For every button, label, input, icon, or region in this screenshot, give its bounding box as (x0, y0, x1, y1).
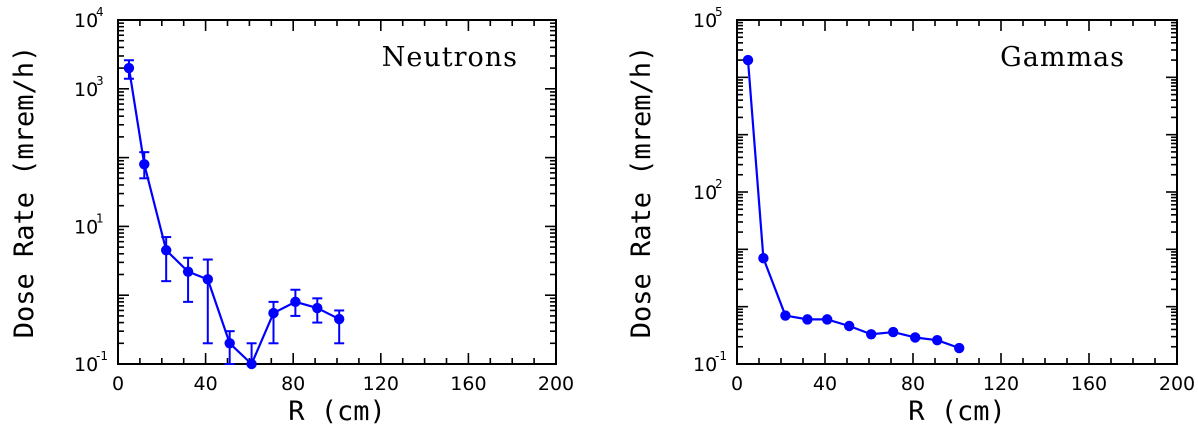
gammas-data-point (802, 314, 813, 325)
neutrons-x-tick-label: 120 (363, 373, 399, 395)
gammas-data-point (888, 326, 899, 338)
gammas-data-point (910, 332, 921, 343)
gammas-x-tick-label: 200 (1159, 373, 1195, 395)
gammas-x-axis-label: R (cm) (908, 396, 1006, 427)
neutrons-y-tick-label-exp: 1 (96, 211, 104, 225)
gammas-y-tick-label-exp: 2 (715, 177, 723, 191)
gammas-y-tick-label-base: 10 (693, 354, 717, 376)
gammas-data-point (866, 329, 877, 340)
neutrons-y-tick-label-exp: 4 (96, 5, 104, 19)
gammas-data-point (954, 342, 965, 354)
neutrons-y-tick-label-exp: 3 (96, 74, 104, 88)
gammas-y-tick-label-base: 10 (693, 182, 717, 204)
gammas-y-tick-label-exp: 5 (715, 5, 723, 19)
neutrons-data-point (224, 338, 235, 349)
neutrons-data-point (202, 274, 213, 285)
neutrons-x-tick-label: 40 (194, 373, 218, 395)
neutrons-data-point (123, 62, 135, 74)
neutrons-x-tick-label: 200 (538, 373, 574, 395)
gammas-title: Gammas (1000, 42, 1125, 73)
neutrons-title: Neutrons (382, 42, 518, 73)
gammas-data-point (780, 310, 791, 321)
gammas-x-tick-label: 160 (1071, 373, 1107, 395)
neutrons-y-tick-label-base: 10 (74, 354, 98, 376)
neutrons-data-point (312, 302, 323, 314)
gammas-x-tick-label: 40 (813, 373, 837, 395)
neutrons-data-point (290, 296, 301, 308)
gammas-x-tick-label: 0 (731, 373, 743, 395)
gammas-data-point (822, 314, 833, 325)
gammas-series-line (746, 59, 960, 350)
neutrons-data-point (182, 266, 194, 277)
gammas-x-tick-label: 120 (983, 373, 1019, 395)
neutrons-series-line (127, 67, 340, 366)
gammas-y-tick-label-exp: -1 (715, 349, 727, 363)
gammas-panel: Gammas R (cm) Dose Rate (mrem/h) 0 40 80 12… (626, 5, 1195, 427)
neutrons-x-tick-label: 160 (450, 373, 486, 395)
gammas-y-tick-label-base: 10 (693, 10, 717, 32)
neutrons-data-point (268, 307, 279, 319)
gammas-data-point (932, 335, 943, 346)
neutrons-data-point (246, 358, 257, 370)
gammas-x-tick-label: 80 (901, 373, 925, 395)
neutrons-x-tick-label: 80 (281, 373, 305, 395)
neutrons-x-tick-label: 0 (112, 373, 124, 395)
gammas-y-axis-label: Dose Rate (mrem/h) (626, 46, 657, 339)
neutrons-x-axis-label: R (cm) (288, 396, 386, 427)
neutrons-data-point (160, 245, 172, 256)
neutrons-y-tick-label-base: 10 (74, 79, 98, 101)
neutrons-y-axis-label: Dose Rate (mrem/h) (9, 46, 40, 339)
neutrons-y-tick-label-base: 10 (74, 216, 98, 238)
neutrons-y-tick-label-base: 10 (74, 10, 98, 32)
neutrons-panel: Neutrons R (cm) Dose Rate (mrem/h) 0 40 80… (9, 5, 574, 427)
gammas-data-point (758, 253, 769, 264)
gammas-data-point (742, 54, 754, 66)
gammas-data-point (844, 320, 855, 332)
neutrons-y-tick-label-exp: -1 (96, 349, 108, 363)
neutrons-data-point (139, 159, 150, 170)
neutrons-data-point (333, 313, 345, 325)
